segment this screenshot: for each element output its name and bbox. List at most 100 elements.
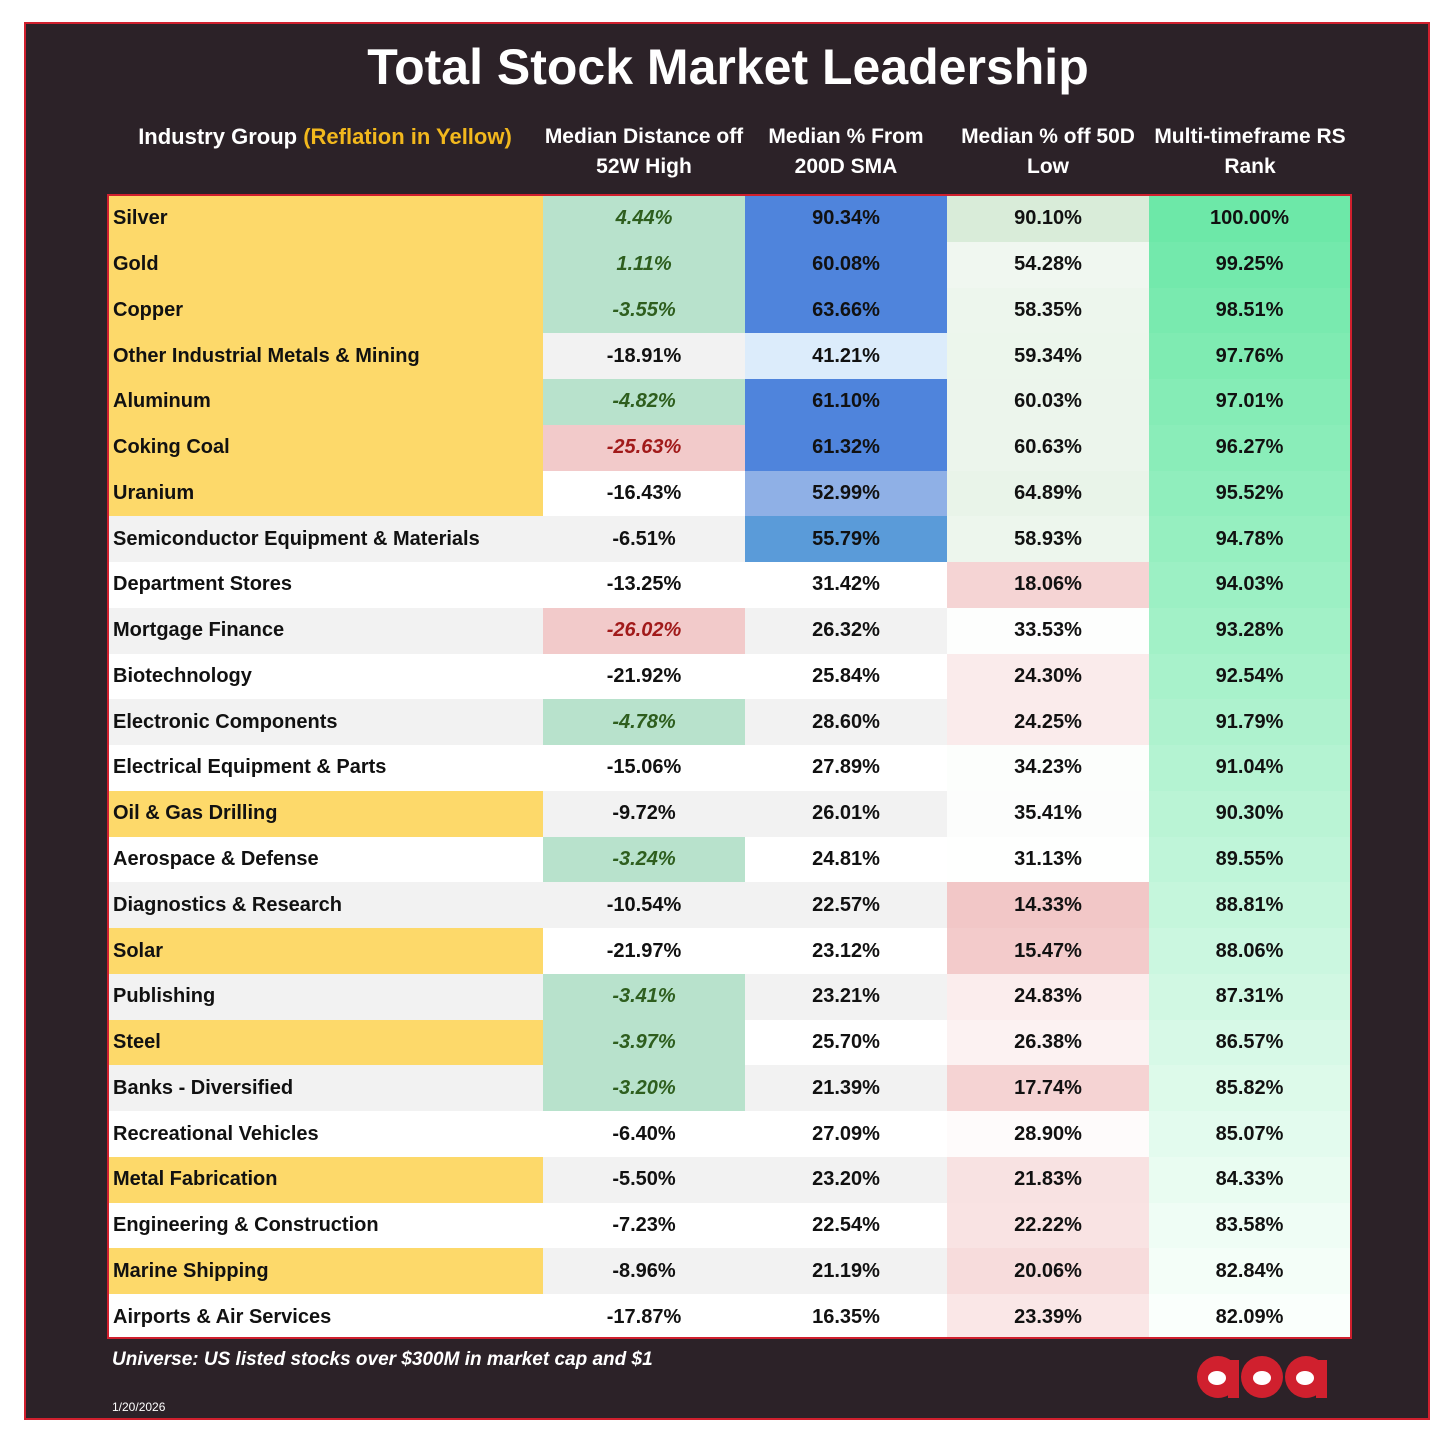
table-row: Mortgage Finance -26.02% 26.32% 33.53% 93.28…	[109, 607, 1350, 654]
cell-industry-group: Diagnostics & Research	[109, 882, 543, 929]
cell-industry-group: Mortgage Finance	[109, 607, 543, 654]
table-row: Other Industrial Metals & Mining -18.91% 4…	[109, 333, 1350, 380]
table-row: Electronic Components -4.78% 28.60% 24.25% 9…	[109, 699, 1350, 746]
chart-title: Total Stock Market Leadership	[367, 39, 1089, 95]
universe-note: Universe: US listed stocks over $300M in…	[112, 1349, 653, 1370]
cell-industry-group: Steel	[109, 1019, 543, 1066]
cell-industry-group: Silver	[109, 196, 543, 242]
cell-pct-200d-sma: 21.19%	[745, 1248, 947, 1295]
cell-industry-group: Other Industrial Metals & Mining	[109, 333, 543, 380]
cell-pct-50d-low: 60.03%	[947, 379, 1149, 425]
cell-pct-50d-low: 18.06%	[947, 562, 1149, 608]
cell-distance-52w: -16.43%	[543, 470, 745, 517]
cell-rs-rank: 88.06%	[1149, 928, 1350, 974]
cell-distance-52w: -26.02%	[543, 607, 745, 654]
cell-distance-52w: -4.78%	[543, 699, 745, 746]
cell-pct-200d-sma: 22.57%	[745, 882, 947, 929]
cell-rs-rank: 89.55%	[1149, 836, 1350, 883]
cell-rs-rank: 97.76%	[1149, 333, 1350, 380]
cell-rs-rank: 90.30%	[1149, 790, 1350, 837]
cell-industry-group: Publishing	[109, 973, 543, 1020]
cell-industry-group: Uranium	[109, 470, 543, 517]
cell-rs-rank: 84.33%	[1149, 1156, 1350, 1203]
cell-rs-rank: 86.57%	[1149, 1019, 1350, 1066]
cell-industry-group: Banks - Diversified	[109, 1065, 543, 1112]
cell-rs-rank: 100.00%	[1149, 196, 1350, 242]
cell-industry-group: Coking Coal	[109, 424, 543, 471]
cell-rs-rank: 92.54%	[1149, 653, 1350, 700]
cell-pct-50d-low: 22.22%	[947, 1202, 1149, 1249]
header-pct-50d-low: Median % off 50D Low	[961, 125, 1135, 178]
cell-industry-group: Electronic Components	[109, 699, 543, 746]
cell-pct-200d-sma: 27.89%	[745, 745, 947, 791]
cell-rs-rank: 95.52%	[1149, 470, 1350, 517]
cell-pct-50d-low: 26.38%	[947, 1019, 1149, 1066]
cell-pct-200d-sma: 23.12%	[745, 928, 947, 974]
table-row: Biotechnology -21.92% 25.84% 24.30% 92.54%	[109, 653, 1350, 700]
table-row: Copper -3.55% 63.66% 58.35% 98.51%	[109, 287, 1350, 334]
aoa-logo-icon	[1197, 1356, 1327, 1398]
cell-pct-50d-low: 59.34%	[947, 333, 1149, 380]
table-row: Engineering & Construction -7.23% 22.54% 22…	[109, 1202, 1350, 1249]
cell-distance-52w: -21.97%	[543, 928, 745, 974]
cell-rs-rank: 82.09%	[1149, 1294, 1350, 1337]
table-row: Department Stores -13.25% 31.42% 18.06% 94.0…	[109, 562, 1350, 608]
cell-pct-200d-sma: 28.60%	[745, 699, 947, 746]
table-row: Marine Shipping -8.96% 21.19% 20.06% 82.84%	[109, 1248, 1350, 1295]
cell-industry-group: Copper	[109, 287, 543, 334]
cell-pct-200d-sma: 90.34%	[745, 196, 947, 242]
table-row: Solar -21.97% 23.12% 15.47% 88.06%	[109, 928, 1350, 974]
cell-industry-group: Recreational Vehicles	[109, 1111, 543, 1157]
table-row: Gold 1.11% 60.08% 54.28% 99.25%	[109, 241, 1350, 288]
cell-rs-rank: 91.04%	[1149, 745, 1350, 791]
cell-rs-rank: 94.78%	[1149, 516, 1350, 563]
cell-pct-200d-sma: 41.21%	[745, 333, 947, 380]
cell-distance-52w: -3.41%	[543, 973, 745, 1020]
cell-distance-52w: -8.96%	[543, 1248, 745, 1295]
cell-pct-50d-low: 21.83%	[947, 1156, 1149, 1203]
cell-pct-50d-low: 17.74%	[947, 1065, 1149, 1112]
cell-rs-rank: 98.51%	[1149, 287, 1350, 334]
cell-distance-52w: -6.51%	[543, 516, 745, 563]
cell-rs-rank: 87.31%	[1149, 973, 1350, 1020]
cell-rs-rank: 94.03%	[1149, 562, 1350, 608]
cell-industry-group: Aerospace & Defense	[109, 836, 543, 883]
cell-industry-group: Semiconductor Equipment & Materials	[109, 516, 543, 563]
table-row: Diagnostics & Research -10.54% 22.57% 14.33…	[109, 882, 1350, 929]
cell-industry-group: Aluminum	[109, 379, 543, 425]
cell-distance-52w: -3.97%	[543, 1019, 745, 1066]
cell-pct-200d-sma: 52.99%	[745, 470, 947, 517]
cell-pct-200d-sma: 25.84%	[745, 653, 947, 700]
cell-industry-group: Solar	[109, 928, 543, 974]
cell-pct-200d-sma: 22.54%	[745, 1202, 947, 1249]
cell-rs-rank: 85.82%	[1149, 1065, 1350, 1112]
table-row: Metal Fabrication -5.50% 23.20% 21.83% 84.33…	[109, 1156, 1350, 1203]
cell-rs-rank: 99.25%	[1149, 241, 1350, 288]
table-row: Silver 4.44% 90.34% 90.10% 100.00%	[109, 196, 1350, 242]
cell-distance-52w: 4.44%	[543, 196, 745, 242]
cell-pct-50d-low: 24.25%	[947, 699, 1149, 746]
cell-distance-52w: -21.92%	[543, 653, 745, 700]
header-group-highlight: (Reflation in Yellow)	[303, 124, 512, 149]
table-row: Aerospace & Defense -3.24% 24.81% 31.13% 89.…	[109, 836, 1350, 883]
cell-distance-52w: -15.06%	[543, 745, 745, 791]
table-row: Recreational Vehicles -6.40% 27.09% 28.90% 8…	[109, 1111, 1350, 1157]
cell-industry-group: Airports & Air Services	[109, 1294, 543, 1337]
cell-pct-200d-sma: 27.09%	[745, 1111, 947, 1157]
cell-pct-200d-sma: 16.35%	[745, 1294, 947, 1337]
cell-rs-rank: 82.84%	[1149, 1248, 1350, 1295]
cell-rs-rank: 83.58%	[1149, 1202, 1350, 1249]
header-pct-200d-sma: Median % From 200D SMA	[768, 125, 924, 178]
cell-industry-group: Oil & Gas Drilling	[109, 790, 543, 837]
cell-pct-200d-sma: 60.08%	[745, 241, 947, 288]
cell-pct-50d-low: 31.13%	[947, 836, 1149, 883]
cell-industry-group: Biotechnology	[109, 653, 543, 700]
cell-pct-200d-sma: 21.39%	[745, 1065, 947, 1112]
cell-distance-52w: -6.40%	[543, 1111, 745, 1157]
cell-rs-rank: 91.79%	[1149, 699, 1350, 746]
cell-pct-50d-low: 35.41%	[947, 790, 1149, 837]
cell-pct-50d-low: 20.06%	[947, 1248, 1149, 1295]
cell-pct-200d-sma: 61.10%	[745, 379, 947, 425]
cell-pct-50d-low: 64.89%	[947, 470, 1149, 517]
cell-pct-50d-low: 58.35%	[947, 287, 1149, 334]
